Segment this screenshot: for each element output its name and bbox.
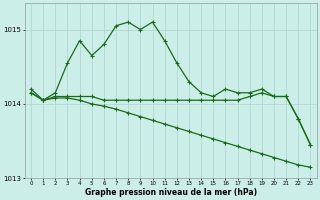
X-axis label: Graphe pression niveau de la mer (hPa): Graphe pression niveau de la mer (hPa) [85,188,257,197]
